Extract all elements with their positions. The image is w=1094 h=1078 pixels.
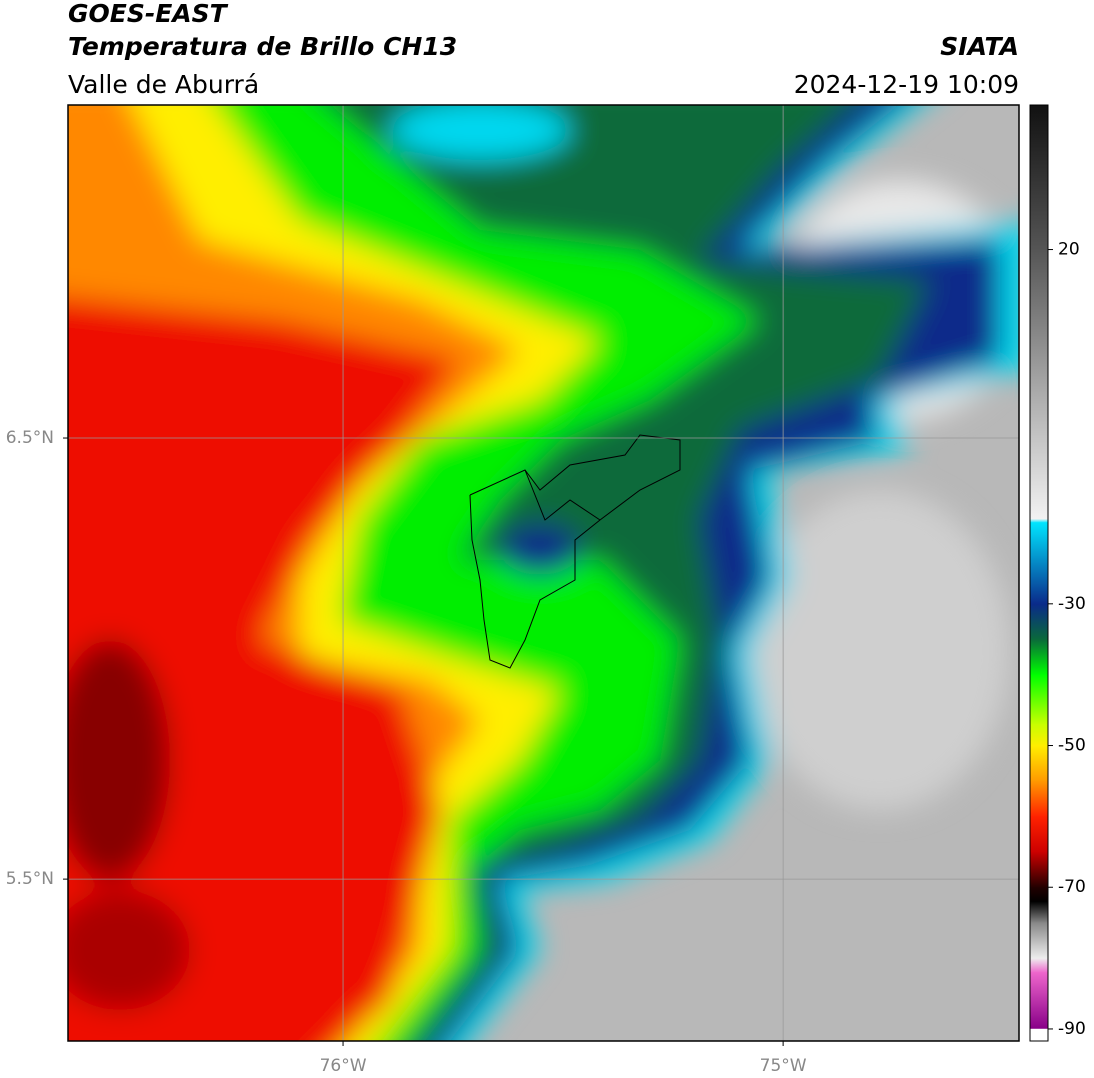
municipal-boundaries xyxy=(524,469,601,521)
colorbar-segment xyxy=(1030,674,1048,725)
colorbar-segment xyxy=(1030,603,1048,640)
colorbar-frame xyxy=(1029,104,1049,1042)
colorbar-tick-label: -70 xyxy=(1058,877,1086,897)
colorbar-segment xyxy=(1030,391,1048,520)
colorbar-segment xyxy=(1030,780,1048,817)
region: Valle de Aburrá xyxy=(68,70,259,99)
title: GOES-EAST xyxy=(68,0,229,28)
colorbar-segment xyxy=(1030,522,1048,605)
source: SIATA xyxy=(940,32,1019,61)
colorbar-segment xyxy=(1030,972,1048,1029)
colorbar-segment xyxy=(1030,922,1048,959)
colorbar-segment xyxy=(1030,724,1048,747)
datetime: 2024-12-19 10:09 xyxy=(794,70,1019,99)
colorbar-segment xyxy=(1030,958,1048,973)
x-tick-label: 76°W xyxy=(320,1056,367,1076)
subtitle: Temperatura de Brillo CH13 xyxy=(68,32,457,61)
satellite-image xyxy=(68,105,1019,1041)
municipal-boundaries xyxy=(469,434,681,669)
colorbar-tick-label: 20 xyxy=(1058,240,1080,260)
colorbar-segment xyxy=(1030,249,1048,392)
colorbar-segment xyxy=(1030,105,1048,251)
colorbar-segment xyxy=(1030,1028,1048,1042)
colorbar-segment xyxy=(1030,851,1048,888)
y-tick-label: 6.5°N xyxy=(6,428,54,448)
colorbar-segment xyxy=(1030,518,1048,523)
map-frame xyxy=(67,104,1020,1042)
colorbar-tick-label: -50 xyxy=(1058,736,1086,756)
colorbar-segment xyxy=(1030,639,1048,676)
y-tick-label: 5.5°N xyxy=(6,869,54,889)
colorbar-tick-label: -90 xyxy=(1058,1019,1086,1039)
colorbar-segment xyxy=(1030,887,1048,902)
colorbar-segment xyxy=(1030,816,1048,853)
x-tick-label: 75°W xyxy=(760,1056,807,1076)
colorbar-segment xyxy=(1030,901,1048,924)
colorbar-segment xyxy=(1030,1028,1048,1030)
colorbar-tick-label: -30 xyxy=(1058,594,1086,614)
colorbar-segment xyxy=(1030,745,1048,782)
